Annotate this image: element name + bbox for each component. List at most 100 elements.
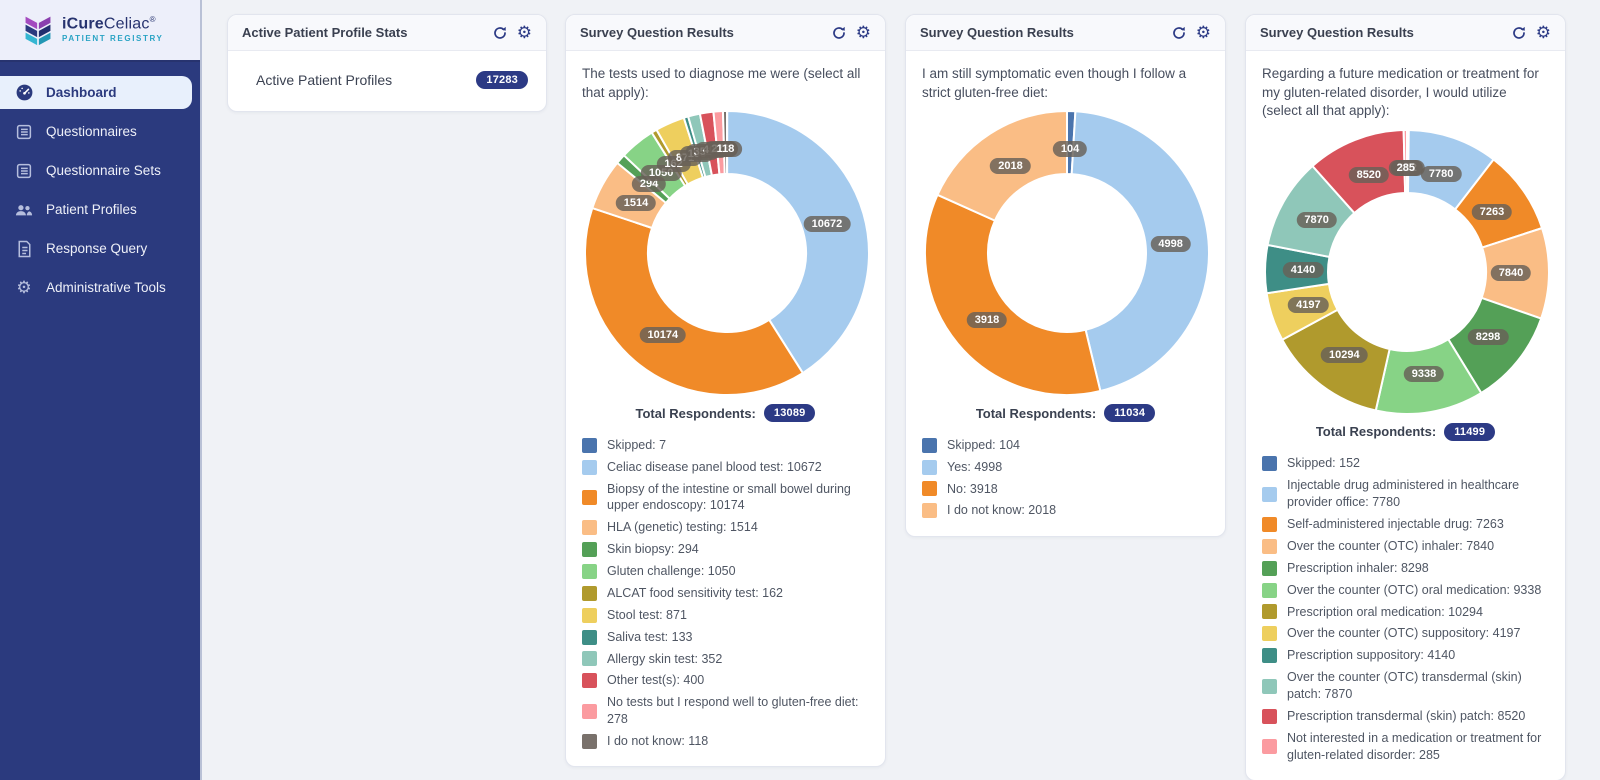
legend-swatch bbox=[582, 542, 597, 558]
total-respondents-label: Total Respondents: bbox=[1315, 424, 1437, 440]
legend-label: I do not know: 2018 bbox=[947, 503, 1057, 518]
legend-label: Biopsy of the intestine or small bowel d… bbox=[607, 481, 851, 513]
sidebar-item-label: Patient Profiles bbox=[46, 202, 137, 217]
slice-value-pill: 285 bbox=[1388, 159, 1423, 176]
legend-label: HLA (genetic) testing: 1514 bbox=[607, 520, 758, 535]
legend-swatch bbox=[922, 459, 937, 475]
legend-item: Prescription inhaler: 8298 bbox=[1262, 557, 1549, 579]
slice-value-pill: 3918 bbox=[966, 311, 1008, 328]
legend-swatch bbox=[1262, 648, 1277, 664]
legend-item: Over the counter (OTC) oral medication: … bbox=[1262, 579, 1549, 601]
sidebar-item-administrative-tools[interactable]: ⚙ Administrative Tools bbox=[0, 271, 192, 304]
survey-question: Regarding a future medication or treatme… bbox=[1262, 66, 1539, 119]
slice-value-pill: 10294 bbox=[1320, 346, 1368, 363]
legend-label: Prescription suppository: 4140 bbox=[1287, 648, 1456, 663]
sidebar-item-questionnaire-sets[interactable]: Questionnaire Sets bbox=[0, 154, 192, 187]
sidebar-item-label: Questionnaires bbox=[46, 124, 137, 139]
legend-swatch bbox=[1262, 560, 1277, 576]
slice-value-pill: 7870 bbox=[1296, 212, 1337, 229]
gauge-icon bbox=[14, 83, 34, 102]
legend-label: Skipped: 7 bbox=[607, 437, 667, 452]
legend-swatch bbox=[582, 563, 597, 579]
refresh-icon[interactable] bbox=[1511, 25, 1527, 41]
refresh-icon[interactable] bbox=[492, 25, 508, 41]
refresh-icon[interactable] bbox=[831, 25, 847, 41]
stat-row: Active Patient Profiles 17283 bbox=[244, 63, 530, 97]
legend-label: Self-administered injectable drug: 7263 bbox=[1287, 517, 1504, 531]
brand-registered-mark: ® bbox=[149, 15, 156, 25]
slice-value-pill: 7780 bbox=[1420, 165, 1462, 182]
legend-label: Skin biopsy: 294 bbox=[607, 542, 699, 557]
sidebar-item-label: Administrative Tools bbox=[46, 280, 166, 295]
donut-slice[interactable] bbox=[584, 207, 804, 397]
refresh-icon[interactable] bbox=[1171, 25, 1187, 41]
card-header: Survey Question Results ⚙ bbox=[566, 15, 885, 51]
sidebar-item-dashboard[interactable]: Dashboard bbox=[0, 76, 192, 109]
stat-value-badge: 17283 bbox=[476, 71, 528, 89]
legend-item: Allergy skin test: 352 bbox=[582, 648, 869, 670]
legend-swatch bbox=[582, 733, 597, 749]
slice-value-pill: 7840 bbox=[1490, 264, 1532, 281]
brand-subtitle: PATIENT REGISTRY bbox=[62, 34, 164, 44]
card-title: Survey Question Results bbox=[1260, 25, 1414, 40]
legend-swatch bbox=[1262, 678, 1277, 694]
chart-legend: Skipped: 152 Injectable drug administered… bbox=[1262, 453, 1549, 766]
gear-icon[interactable]: ⚙ bbox=[1535, 23, 1551, 42]
legend-item: Gluten challenge: 1050 bbox=[582, 561, 869, 583]
donut-slice[interactable] bbox=[726, 110, 870, 375]
legend-item: Saliva test: 133 bbox=[582, 626, 869, 648]
slice-value-pill: 4197 bbox=[1288, 296, 1329, 313]
total-respondents-row: Total Respondents: 11499 bbox=[1262, 422, 1549, 441]
legend-item: Self-administered injectable drug: 7263 bbox=[1262, 514, 1549, 536]
legend-swatch bbox=[582, 607, 597, 623]
survey-question: I am still symptomatic even though I fol… bbox=[922, 66, 1187, 100]
legend-swatch bbox=[582, 703, 597, 719]
legend-item: Over the counter (OTC) inhaler: 7840 bbox=[1262, 535, 1549, 557]
slice-value-pill: 4140 bbox=[1282, 261, 1324, 278]
gear-icon[interactable]: ⚙ bbox=[855, 23, 871, 42]
app-logo: iCureCeliac® PATIENT REGISTRY bbox=[0, 0, 200, 62]
card-header: Survey Question Results ⚙ bbox=[906, 15, 1225, 51]
sidebar-item-patient-profiles[interactable]: Patient Profiles bbox=[0, 193, 192, 226]
donut-chart: 104 4998 3918 2018 bbox=[922, 108, 1212, 398]
legend-label: Prescription transdermal (skin) patch: 8… bbox=[1287, 708, 1526, 723]
legend-label: Gluten challenge: 1050 bbox=[607, 564, 736, 578]
legend-item: Other test(s): 400 bbox=[582, 670, 869, 692]
legend-label: No: 3918 bbox=[947, 481, 998, 496]
slice-value-pill: 1514 bbox=[615, 194, 657, 211]
sidebar-item-label: Dashboard bbox=[46, 85, 117, 100]
list-icon bbox=[14, 123, 34, 141]
legend-item: Not interested in a medication or treatm… bbox=[1262, 727, 1549, 766]
people-icon bbox=[14, 201, 34, 219]
legend-item: Injectable drug administered in healthca… bbox=[1262, 475, 1549, 514]
gear-icon[interactable]: ⚙ bbox=[1195, 23, 1211, 42]
stat-label: Active Patient Profiles bbox=[256, 72, 393, 88]
slice-value-pill: 9338 bbox=[1403, 366, 1445, 383]
brand-name-bold: iCure bbox=[62, 15, 104, 33]
donut-chart: 1527780726378408298933810294419741407870… bbox=[1262, 127, 1552, 417]
legend-item: Celiac disease panel blood test: 10672 bbox=[582, 456, 869, 478]
legend-label: Skipped: 152 bbox=[1287, 456, 1360, 471]
legend-swatch bbox=[1262, 486, 1277, 502]
legend-label: Prescription inhaler: 8298 bbox=[1287, 560, 1429, 575]
legend-item: Over the counter (OTC) suppository: 4197 bbox=[1262, 623, 1549, 645]
legend-swatch bbox=[1262, 604, 1277, 620]
legend-swatch bbox=[582, 459, 597, 475]
legend-item: Prescription oral medication: 10294 bbox=[1262, 601, 1549, 623]
donut-slice[interactable] bbox=[924, 194, 1102, 397]
sidebar-nav: Dashboard Questionnaires Questionnaire S… bbox=[0, 62, 200, 304]
sidebar-item-response-query[interactable]: Response Query bbox=[0, 232, 192, 265]
survey-card-symptomatic: Survey Question Results ⚙ I am still sym… bbox=[905, 14, 1226, 537]
donut-slice[interactable] bbox=[1070, 110, 1210, 393]
sidebar-item-questionnaires[interactable]: Questionnaires bbox=[0, 115, 192, 148]
legend-item: No tests but I respond well to gluten-fr… bbox=[582, 692, 869, 731]
legend-swatch bbox=[582, 629, 597, 645]
legend-label: Not interested in a medication or treatm… bbox=[1287, 730, 1542, 762]
legend-label: Saliva test: 133 bbox=[607, 629, 693, 644]
legend-swatch bbox=[1262, 582, 1277, 598]
gear-icon[interactable]: ⚙ bbox=[516, 23, 532, 42]
legend-label: Over the counter (OTC) transdermal (skin… bbox=[1287, 670, 1522, 701]
legend-item: Yes: 4998 bbox=[922, 456, 1209, 478]
legend-item: Stool test: 871 bbox=[582, 604, 869, 626]
